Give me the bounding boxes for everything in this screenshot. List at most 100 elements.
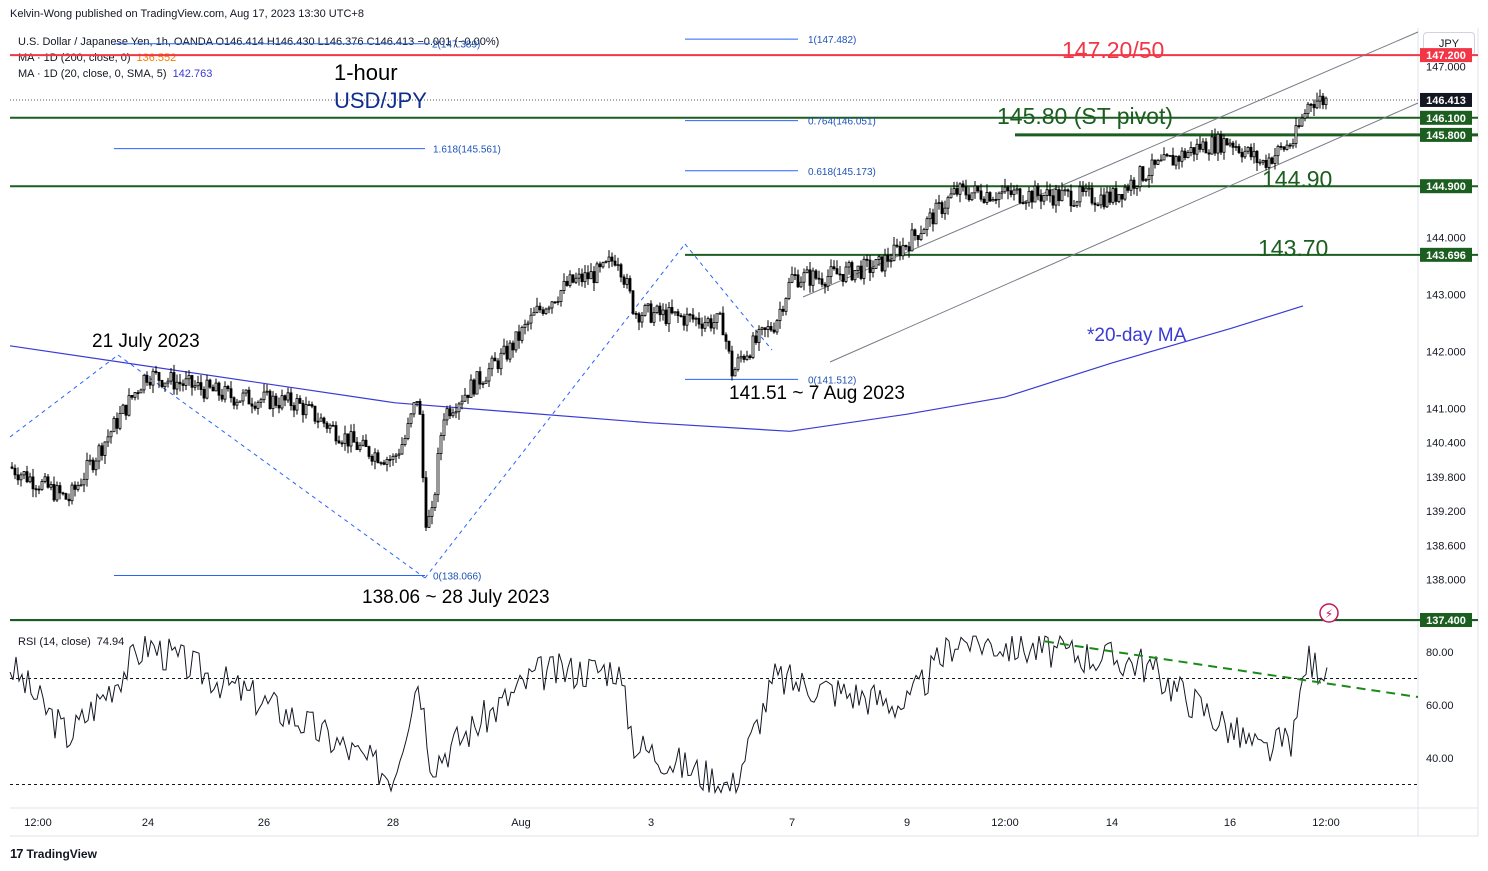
candle-body [871, 268, 875, 273]
candle-body [793, 274, 797, 276]
candle-body [1180, 150, 1184, 162]
candle-body [733, 369, 737, 377]
fib-swing-line [684, 243, 773, 351]
candle-body [913, 229, 917, 236]
ma200-legend-value: 136.552 [136, 52, 177, 64]
candle-body [136, 392, 140, 394]
candle-body [532, 311, 536, 316]
candle-body [658, 305, 662, 316]
rsi-legend[interactable]: RSI (14, close) 74.94 [18, 636, 124, 648]
candle-body [595, 263, 599, 284]
price-tick-label: 139.200 [1426, 506, 1466, 518]
candle-body [961, 183, 965, 188]
candle-body [955, 188, 959, 195]
candle-body [454, 411, 458, 414]
candle-body [1012, 189, 1016, 195]
rsi-line [9, 634, 1328, 795]
candle-body [979, 190, 983, 200]
candle-body [487, 368, 491, 382]
candle-body [592, 271, 596, 284]
candle-body [196, 382, 200, 387]
candle-body [661, 309, 665, 316]
candle-body [724, 334, 728, 342]
candle-body [457, 403, 461, 413]
candle-body [508, 342, 512, 360]
candle-body [976, 185, 980, 192]
candle-body [37, 488, 41, 491]
candle-body [847, 262, 851, 268]
symbol-legend[interactable]: U.S. Dollar / Japanese Yen, 1h, OANDA O1… [18, 36, 500, 48]
candle-body [832, 266, 836, 270]
candle-body [517, 331, 521, 341]
ma20-legend-label: MA · 1D (20, close, 0, SMA, 5) [18, 68, 167, 80]
candle-body [874, 259, 878, 269]
candle-body [388, 459, 392, 461]
tradingview-brand[interactable]: 17 TradingView [10, 846, 97, 861]
candle-body [736, 357, 740, 370]
candle-body [718, 312, 722, 315]
time-tick-label: 12:00 [24, 817, 52, 829]
candle-body [10, 466, 14, 469]
candle-body [991, 199, 995, 202]
candle-body [790, 274, 794, 283]
candle-body [484, 380, 488, 384]
time-tick-label: 16 [1224, 817, 1236, 829]
ma20-legend[interactable]: MA · 1D (20, close, 0, SMA, 5) 142.763 [18, 68, 212, 80]
ma200-legend[interactable]: MA · 1D (200, close, 0) 136.552 [18, 52, 176, 64]
candle-body [778, 308, 782, 322]
candle-body [892, 244, 896, 262]
time-tick-label: 28 [387, 817, 399, 829]
fib-level-label: 0(141.512) [808, 375, 856, 386]
candle-body [289, 392, 293, 406]
candle-body [1048, 189, 1052, 197]
candle-body [145, 374, 149, 383]
candle-body [382, 462, 386, 465]
candle-body [445, 408, 449, 421]
candle-body [481, 382, 485, 385]
candle-body [1288, 144, 1292, 147]
rsi-legend-label: RSI (14, close) [18, 636, 91, 648]
candle-body [811, 270, 815, 286]
candle-body [751, 335, 755, 358]
candle-body [814, 270, 818, 279]
candle-body [235, 401, 239, 406]
candle-body [19, 474, 23, 481]
currency-button[interactable]: JPY [1423, 32, 1475, 56]
candle-body [754, 335, 758, 343]
candle-body [1138, 166, 1142, 187]
candle-body [601, 262, 605, 268]
candle-body [55, 485, 59, 501]
candle-body [829, 266, 833, 277]
candle-body [823, 283, 827, 287]
candle-body [211, 386, 215, 392]
candle-body [109, 431, 113, 438]
channel-lower-line [829, 102, 1419, 363]
candle-body [1246, 146, 1250, 152]
candle-body [802, 272, 806, 283]
candle-body [820, 278, 824, 285]
candle-body [505, 345, 509, 360]
price-tag-label: 145.800 [1426, 130, 1466, 142]
candle-body [202, 389, 206, 399]
candle-body [643, 305, 647, 316]
rsi-tick-label: 60.00 [1426, 700, 1454, 712]
candle-body [796, 274, 800, 288]
candle-body [184, 378, 188, 386]
ma-note-label: *20-day MA [1087, 325, 1187, 346]
candle-body [1033, 185, 1037, 203]
candle-body [703, 322, 707, 329]
fib-level-label: 0(138.066) [433, 572, 481, 583]
swing-low-label: 141.51 ~ 7 Aug 2023 [729, 383, 905, 404]
candle-body [325, 422, 329, 429]
price-tag [1420, 110, 1472, 125]
candle-body [1285, 144, 1289, 150]
candle-body [1195, 143, 1199, 155]
candle-body [1171, 155, 1175, 166]
candle-body [769, 326, 773, 331]
candle-body [1126, 186, 1130, 191]
fib-level-label: 1(147.482) [808, 35, 856, 46]
candle-body [1036, 185, 1040, 196]
candle-body [730, 350, 734, 377]
candle-body [682, 315, 686, 326]
